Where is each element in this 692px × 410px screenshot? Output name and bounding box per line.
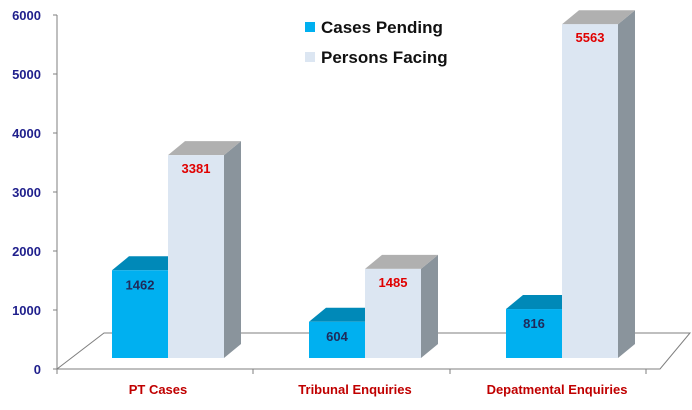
legend-label: Persons Facing	[321, 48, 448, 67]
y-tick-label: 4000	[12, 126, 41, 141]
bar-top-persons-facing	[562, 10, 635, 25]
data-label-persons-facing: 5563	[576, 30, 605, 45]
data-label-persons-facing: 3381	[182, 161, 211, 176]
bar-top-cases-pending	[506, 295, 579, 310]
data-label-persons-facing: 1485	[379, 275, 408, 290]
bar-top-cases-pending	[309, 307, 382, 322]
bar-top-persons-facing	[365, 254, 438, 269]
bar-side-persons-facing	[421, 254, 438, 358]
y-tick-label: 6000	[12, 8, 41, 23]
x-category-label: Tribunal Enquiries	[298, 382, 411, 397]
bar-top-persons-facing	[168, 141, 241, 156]
data-label-cases-pending: 1462	[126, 277, 155, 292]
y-tick-label: 1000	[12, 303, 41, 318]
legend-swatch	[305, 22, 315, 32]
x-category-label: PT Cases	[129, 382, 188, 397]
bar-top-cases-pending	[112, 256, 185, 271]
data-label-cases-pending: 604	[326, 329, 348, 344]
y-tick-label: 0	[34, 362, 41, 377]
legend-label: Cases Pending	[321, 18, 443, 37]
bar-persons-facing	[365, 268, 421, 358]
bar-cases-pending	[112, 270, 168, 358]
bar-side-persons-facing	[618, 10, 635, 358]
data-label-cases-pending: 816	[523, 316, 545, 331]
bar-persons-facing	[562, 24, 618, 358]
x-category-label: Depatmental Enquiries	[487, 382, 628, 397]
bar-cases-pending	[506, 309, 562, 358]
y-tick-label: 5000	[12, 67, 41, 82]
legend-swatch	[305, 52, 315, 62]
bar-side-persons-facing	[224, 141, 241, 358]
bar-persons-facing	[168, 155, 224, 358]
y-tick-label: 3000	[12, 185, 41, 200]
y-tick-label: 2000	[12, 244, 41, 259]
bar-cases-pending	[309, 321, 365, 358]
